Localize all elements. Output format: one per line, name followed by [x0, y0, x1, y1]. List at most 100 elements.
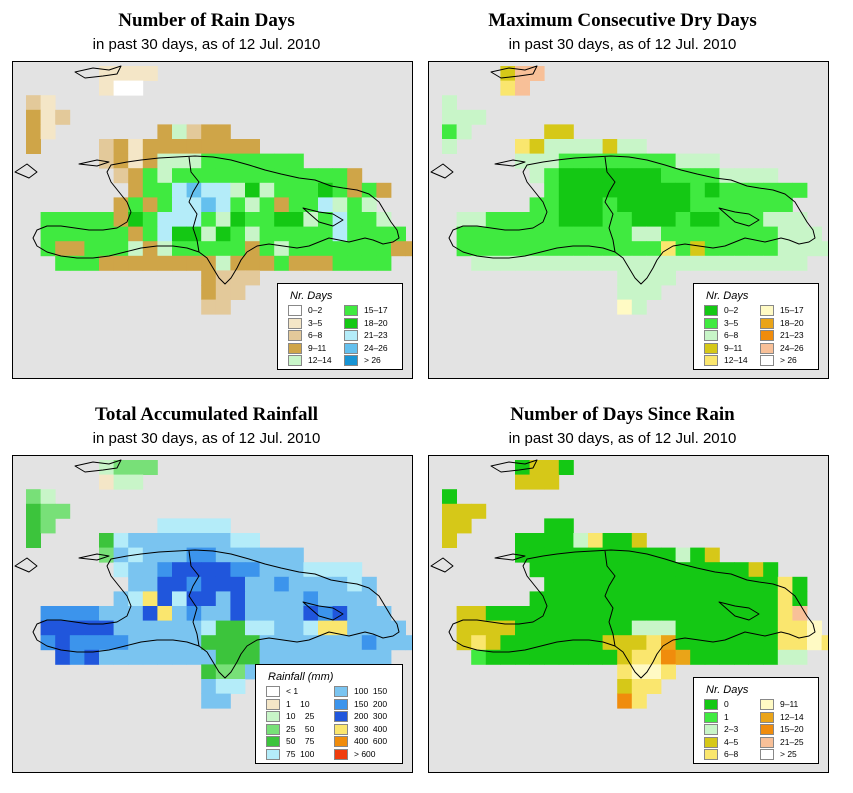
grid-cell — [529, 255, 545, 271]
grid-cell — [748, 241, 764, 257]
islet-coastline — [494, 159, 526, 167]
legend-title: Nr. Days — [290, 290, 333, 302]
grid-cell — [558, 591, 574, 607]
grid-cell — [230, 182, 246, 198]
grid-cell — [631, 606, 647, 621]
grid-cell — [792, 576, 808, 592]
grid-cell — [201, 212, 217, 227]
legend-label: 0–2 — [308, 305, 323, 315]
grid-cell — [172, 182, 187, 198]
grid-cell — [157, 533, 173, 548]
grid-cell — [259, 255, 275, 271]
country-border — [188, 156, 200, 253]
grid-cell — [675, 606, 691, 621]
grid-cell — [303, 635, 319, 651]
grid-cell — [763, 197, 779, 213]
grid-cell — [763, 226, 779, 242]
grid-cell — [157, 591, 173, 607]
grid-cell — [617, 576, 633, 592]
grid-cell — [704, 197, 720, 213]
grid-cell — [631, 182, 647, 198]
grid-cell — [661, 576, 676, 592]
grid-cell — [361, 255, 377, 271]
grid-cell — [113, 66, 129, 81]
legend-swatch — [334, 736, 348, 747]
grid-cell — [245, 576, 260, 592]
grid-cell — [274, 153, 290, 169]
grid-cell — [544, 226, 560, 242]
grid-cell — [230, 197, 246, 213]
grid-cell — [661, 649, 676, 665]
grid-cell — [573, 153, 589, 169]
grid-cell — [347, 197, 363, 213]
grid-cell — [318, 591, 333, 607]
grid-cell — [128, 606, 144, 621]
grid-cell — [588, 649, 603, 665]
grid-cell — [471, 620, 487, 636]
grid-cell — [456, 109, 472, 125]
legend-label: 18–20 — [780, 317, 804, 328]
grid-cell — [84, 620, 100, 636]
grid-cell — [201, 620, 217, 636]
grid-cell — [128, 562, 144, 578]
grid-cell — [128, 474, 144, 490]
grid-cell — [558, 562, 574, 578]
grid-cell — [631, 664, 647, 680]
grid-cell — [529, 591, 545, 607]
grid-cell — [631, 693, 647, 709]
grid-cell — [544, 255, 560, 271]
grid-cell — [215, 124, 231, 140]
grid-cell — [157, 124, 173, 140]
legend-label: 6–8 — [724, 330, 739, 340]
grid-cell — [84, 241, 100, 257]
islet-coastline — [430, 163, 454, 179]
grid-cell — [690, 620, 706, 636]
grid-cell — [69, 212, 85, 227]
grid-cell — [734, 241, 749, 257]
map-dry-days — [428, 61, 829, 379]
grid-cell — [274, 197, 290, 213]
grid-cell — [748, 226, 764, 242]
grid-cell — [573, 255, 589, 271]
grid-cell — [631, 168, 647, 184]
legend-swatch — [334, 698, 348, 710]
grid-cell — [391, 241, 406, 257]
grid-cell — [288, 153, 304, 169]
grid-cell — [128, 168, 144, 184]
grid-cell — [157, 576, 173, 592]
grid-cell — [544, 212, 560, 227]
grid-cell — [26, 109, 41, 125]
grid-cell — [631, 241, 647, 257]
grid-cell — [602, 591, 618, 607]
grid-cell — [704, 182, 720, 198]
grid-cell — [332, 620, 348, 636]
grid-cell — [558, 533, 574, 548]
grid-cell — [661, 168, 676, 184]
grid-cell — [631, 197, 647, 213]
grid-cell — [734, 168, 749, 184]
grid-cell — [215, 255, 231, 271]
grid-cell — [588, 635, 603, 651]
grid-cell — [186, 649, 202, 665]
grid-cell — [201, 679, 217, 694]
grid-cell — [617, 679, 633, 694]
legend-label: 15–20 — [780, 724, 804, 734]
grid-cell — [792, 241, 808, 257]
grid-cell — [69, 226, 85, 242]
grid-cell — [631, 547, 647, 563]
grid-cell — [259, 241, 275, 257]
grid-cell — [515, 255, 530, 271]
islet-coastline — [78, 553, 110, 561]
grid-cell — [763, 255, 779, 271]
grid-cell — [558, 606, 574, 621]
grid-cell — [777, 606, 793, 621]
grid-cell — [201, 285, 217, 300]
grid-cell — [347, 226, 363, 242]
panel-title: Maximum Consecutive Dry Days — [488, 10, 757, 31]
grid-cell — [515, 66, 530, 81]
grid-cell — [288, 576, 304, 592]
grid-cell — [99, 241, 114, 257]
grid-cell — [303, 620, 319, 636]
grid-cell — [288, 255, 304, 271]
grid-cell — [602, 139, 618, 154]
